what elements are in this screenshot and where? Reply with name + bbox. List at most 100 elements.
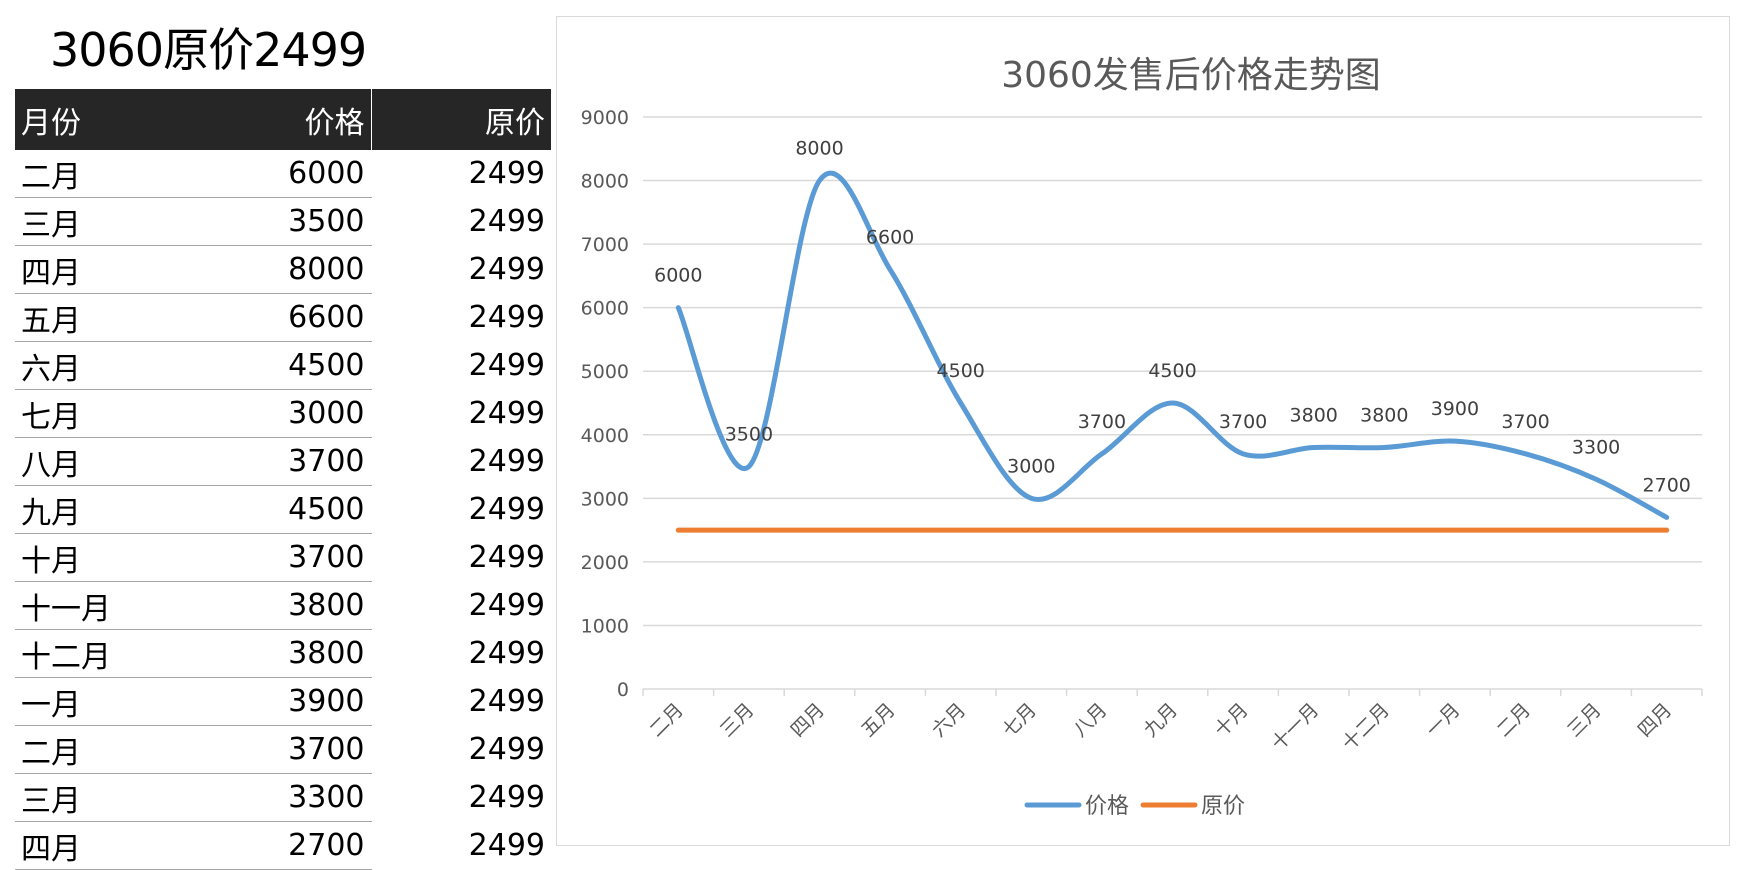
table-row: 四月 8000 2499 [15, 245, 551, 294]
price-data-label: 4500 [1148, 360, 1196, 382]
table-row: 六月 4500 2499 [15, 341, 551, 390]
price-data-label: 3900 [1431, 398, 1479, 420]
cell-original-price: 2499 [468, 492, 545, 527]
y-tick-label: 9000 [581, 107, 629, 129]
cell-original-price: 2499 [468, 300, 545, 335]
cell-month: 十月 [15, 533, 190, 582]
cell-month: 十一月 [15, 581, 190, 630]
cell-price: 3500 [190, 197, 372, 246]
price-table: 月份 价格 原价 二月 6000 2499 三月 3500 2499 四月 8000 2499 五… [15, 89, 551, 870]
cell-price: 3700 [190, 437, 372, 486]
table-row: 十一月 3800 2499 [15, 581, 551, 630]
price-data-label: 2700 [1643, 474, 1691, 496]
cell-price: 3900 [190, 677, 372, 726]
cell-price: 4500 [190, 485, 372, 534]
price-data-label: 6600 [866, 227, 914, 249]
table-row: 一月 3900 2499 [15, 677, 551, 726]
cell-month: 十二月 [15, 629, 190, 678]
x-tick-label: 七月 [998, 699, 1040, 741]
y-tick-label: 0 [617, 679, 629, 701]
y-tick-label: 6000 [581, 298, 629, 320]
price-series-line [675, 170, 1670, 520]
cell-month: 八月 [15, 437, 190, 486]
x-tick-label: 九月 [1140, 699, 1182, 741]
price-data-label: 3700 [1501, 411, 1549, 433]
x-tick-label: 十月 [1210, 699, 1252, 741]
y-tick-label: 1000 [581, 615, 629, 637]
x-tick-label: 三月 [1563, 699, 1605, 741]
price-data-label: 4500 [937, 360, 985, 382]
cell-original-price: 2499 [468, 732, 545, 767]
cell-price: 3800 [190, 629, 372, 678]
cell-original-price: 2499 [468, 684, 545, 719]
chart-title: 3060发售后价格走势图 [1001, 55, 1381, 96]
table-row: 四月 2700 2499 [15, 821, 551, 870]
cell-month: 三月 [15, 773, 190, 822]
price-data-label: 6000 [654, 265, 702, 287]
table-row: 二月 6000 2499 [15, 150, 551, 198]
cell-month: 七月 [15, 389, 190, 438]
price-data-label: 3000 [1007, 455, 1055, 477]
table-row: 十二月 3800 2499 [15, 629, 551, 678]
cell-price: 6600 [190, 293, 372, 342]
table-row: 五月 6600 2499 [15, 293, 551, 342]
x-tick-label: 十二月 [1338, 699, 1394, 755]
table-row: 七月 3000 2499 [15, 389, 551, 438]
price-data-label: 3800 [1360, 404, 1408, 426]
cell-price: 6000 [190, 150, 372, 198]
cell-month: 一月 [15, 677, 190, 726]
x-tick-label: 四月 [1634, 699, 1676, 741]
cell-price: 2700 [190, 821, 372, 870]
cell-original-price: 2499 [468, 444, 545, 479]
cell-original-price: 2499 [468, 156, 545, 192]
header-original-price: 原价 [371, 89, 551, 150]
x-tick-label: 六月 [928, 699, 970, 741]
cell-price: 3000 [190, 389, 372, 438]
chart-area: 3060发售后价格走势图 0 1000 2000 3000 4000 5000 6000 700… [556, 16, 1730, 846]
x-tick-label: 一月 [1422, 699, 1464, 741]
cell-month: 四月 [15, 245, 190, 294]
y-tick-label: 3000 [581, 488, 629, 510]
header-price: 价格 [190, 89, 372, 150]
table-row: 十月 3700 2499 [15, 533, 551, 582]
table-header-row: 月份 价格 原价 [15, 89, 551, 150]
y-tick-label: 5000 [581, 361, 629, 383]
cell-original-price: 2499 [468, 396, 545, 431]
legend-original-price-label: 原价 [1201, 794, 1245, 819]
cell-month: 五月 [15, 293, 190, 342]
y-tick-label: 8000 [581, 171, 629, 193]
cell-price: 3700 [190, 533, 372, 582]
table-row: 八月 3700 2499 [15, 437, 551, 486]
price-data-label: 3700 [1219, 411, 1267, 433]
header-month: 月份 [15, 89, 190, 150]
x-tick-label: 十一月 [1267, 699, 1323, 755]
x-tick-label: 八月 [1069, 699, 1111, 741]
x-tick-label: 二月 [645, 699, 687, 741]
y-tick-label: 2000 [581, 552, 629, 574]
y-tick-label: 4000 [581, 425, 629, 447]
x-tick-label: 五月 [857, 699, 899, 741]
x-tick-label: 三月 [716, 699, 758, 741]
cell-original-price: 2499 [468, 828, 545, 863]
cell-price: 4500 [190, 341, 372, 390]
sheet-title: 3060原价2499 [50, 23, 367, 77]
x-tick-label: 四月 [787, 699, 829, 741]
price-data-label: 3800 [1290, 404, 1338, 426]
cell-month: 二月 [15, 725, 190, 774]
x-tick-label: 二月 [1493, 699, 1535, 741]
y-tick-label: 7000 [581, 234, 629, 256]
cell-original-price: 2499 [468, 348, 545, 383]
price-data-label: 3500 [725, 424, 773, 446]
cell-price: 3700 [190, 725, 372, 774]
cell-price: 3300 [190, 773, 372, 822]
cell-month: 四月 [15, 821, 190, 870]
legend-price-label: 价格 [1085, 794, 1129, 819]
price-data-label: 8000 [795, 138, 843, 160]
cell-month: 三月 [15, 197, 190, 246]
price-data-label: 3700 [1078, 411, 1126, 433]
table-row: 九月 4500 2499 [15, 485, 551, 534]
cell-original-price: 2499 [468, 540, 545, 575]
cell-price: 8000 [190, 245, 372, 294]
table-row: 三月 3500 2499 [15, 197, 551, 246]
cell-month: 六月 [15, 341, 190, 390]
